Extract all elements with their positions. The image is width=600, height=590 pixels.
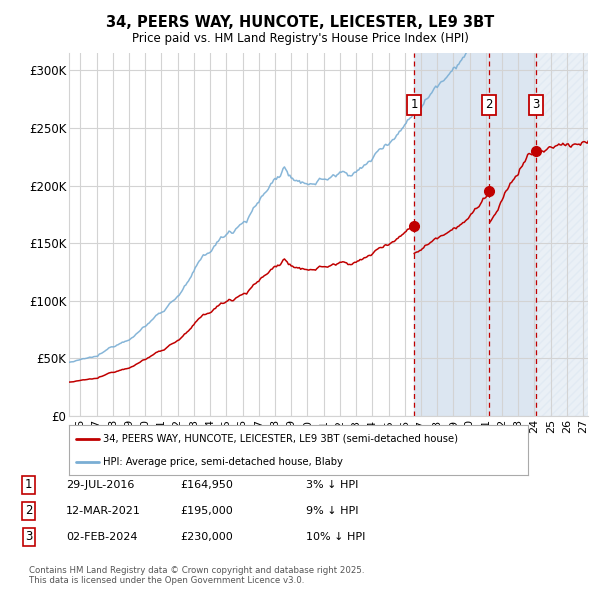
Text: 1: 1 [25, 478, 32, 491]
Text: Contains HM Land Registry data © Crown copyright and database right 2025.
This d: Contains HM Land Registry data © Crown c… [29, 566, 364, 585]
Text: £230,000: £230,000 [180, 532, 233, 542]
Text: 2: 2 [25, 504, 32, 517]
Bar [414, 53, 536, 416]
Text: Price paid vs. HM Land Registry's House Price Index (HPI): Price paid vs. HM Land Registry's House … [131, 32, 469, 45]
Text: 3: 3 [25, 530, 32, 543]
Text: 12-MAR-2021: 12-MAR-2021 [66, 506, 141, 516]
Text: 3: 3 [532, 99, 539, 112]
Text: 9% ↓ HPI: 9% ↓ HPI [306, 506, 359, 516]
Text: 34, PEERS WAY, HUNCOTE, LEICESTER, LE9 3BT: 34, PEERS WAY, HUNCOTE, LEICESTER, LE9 3… [106, 15, 494, 30]
Text: HPI: Average price, semi-detached house, Blaby: HPI: Average price, semi-detached house,… [103, 457, 343, 467]
Text: 34, PEERS WAY, HUNCOTE, LEICESTER, LE9 3BT (semi-detached house): 34, PEERS WAY, HUNCOTE, LEICESTER, LE9 3… [103, 434, 458, 444]
Text: 29-JUL-2016: 29-JUL-2016 [66, 480, 134, 490]
Text: £195,000: £195,000 [180, 506, 233, 516]
Bar [536, 53, 588, 416]
Text: 02-FEB-2024: 02-FEB-2024 [66, 532, 137, 542]
Text: £164,950: £164,950 [180, 480, 233, 490]
Text: 1: 1 [410, 99, 418, 112]
Text: 2: 2 [485, 99, 493, 112]
Text: 3% ↓ HPI: 3% ↓ HPI [306, 480, 358, 490]
Text: 10% ↓ HPI: 10% ↓ HPI [306, 532, 365, 542]
